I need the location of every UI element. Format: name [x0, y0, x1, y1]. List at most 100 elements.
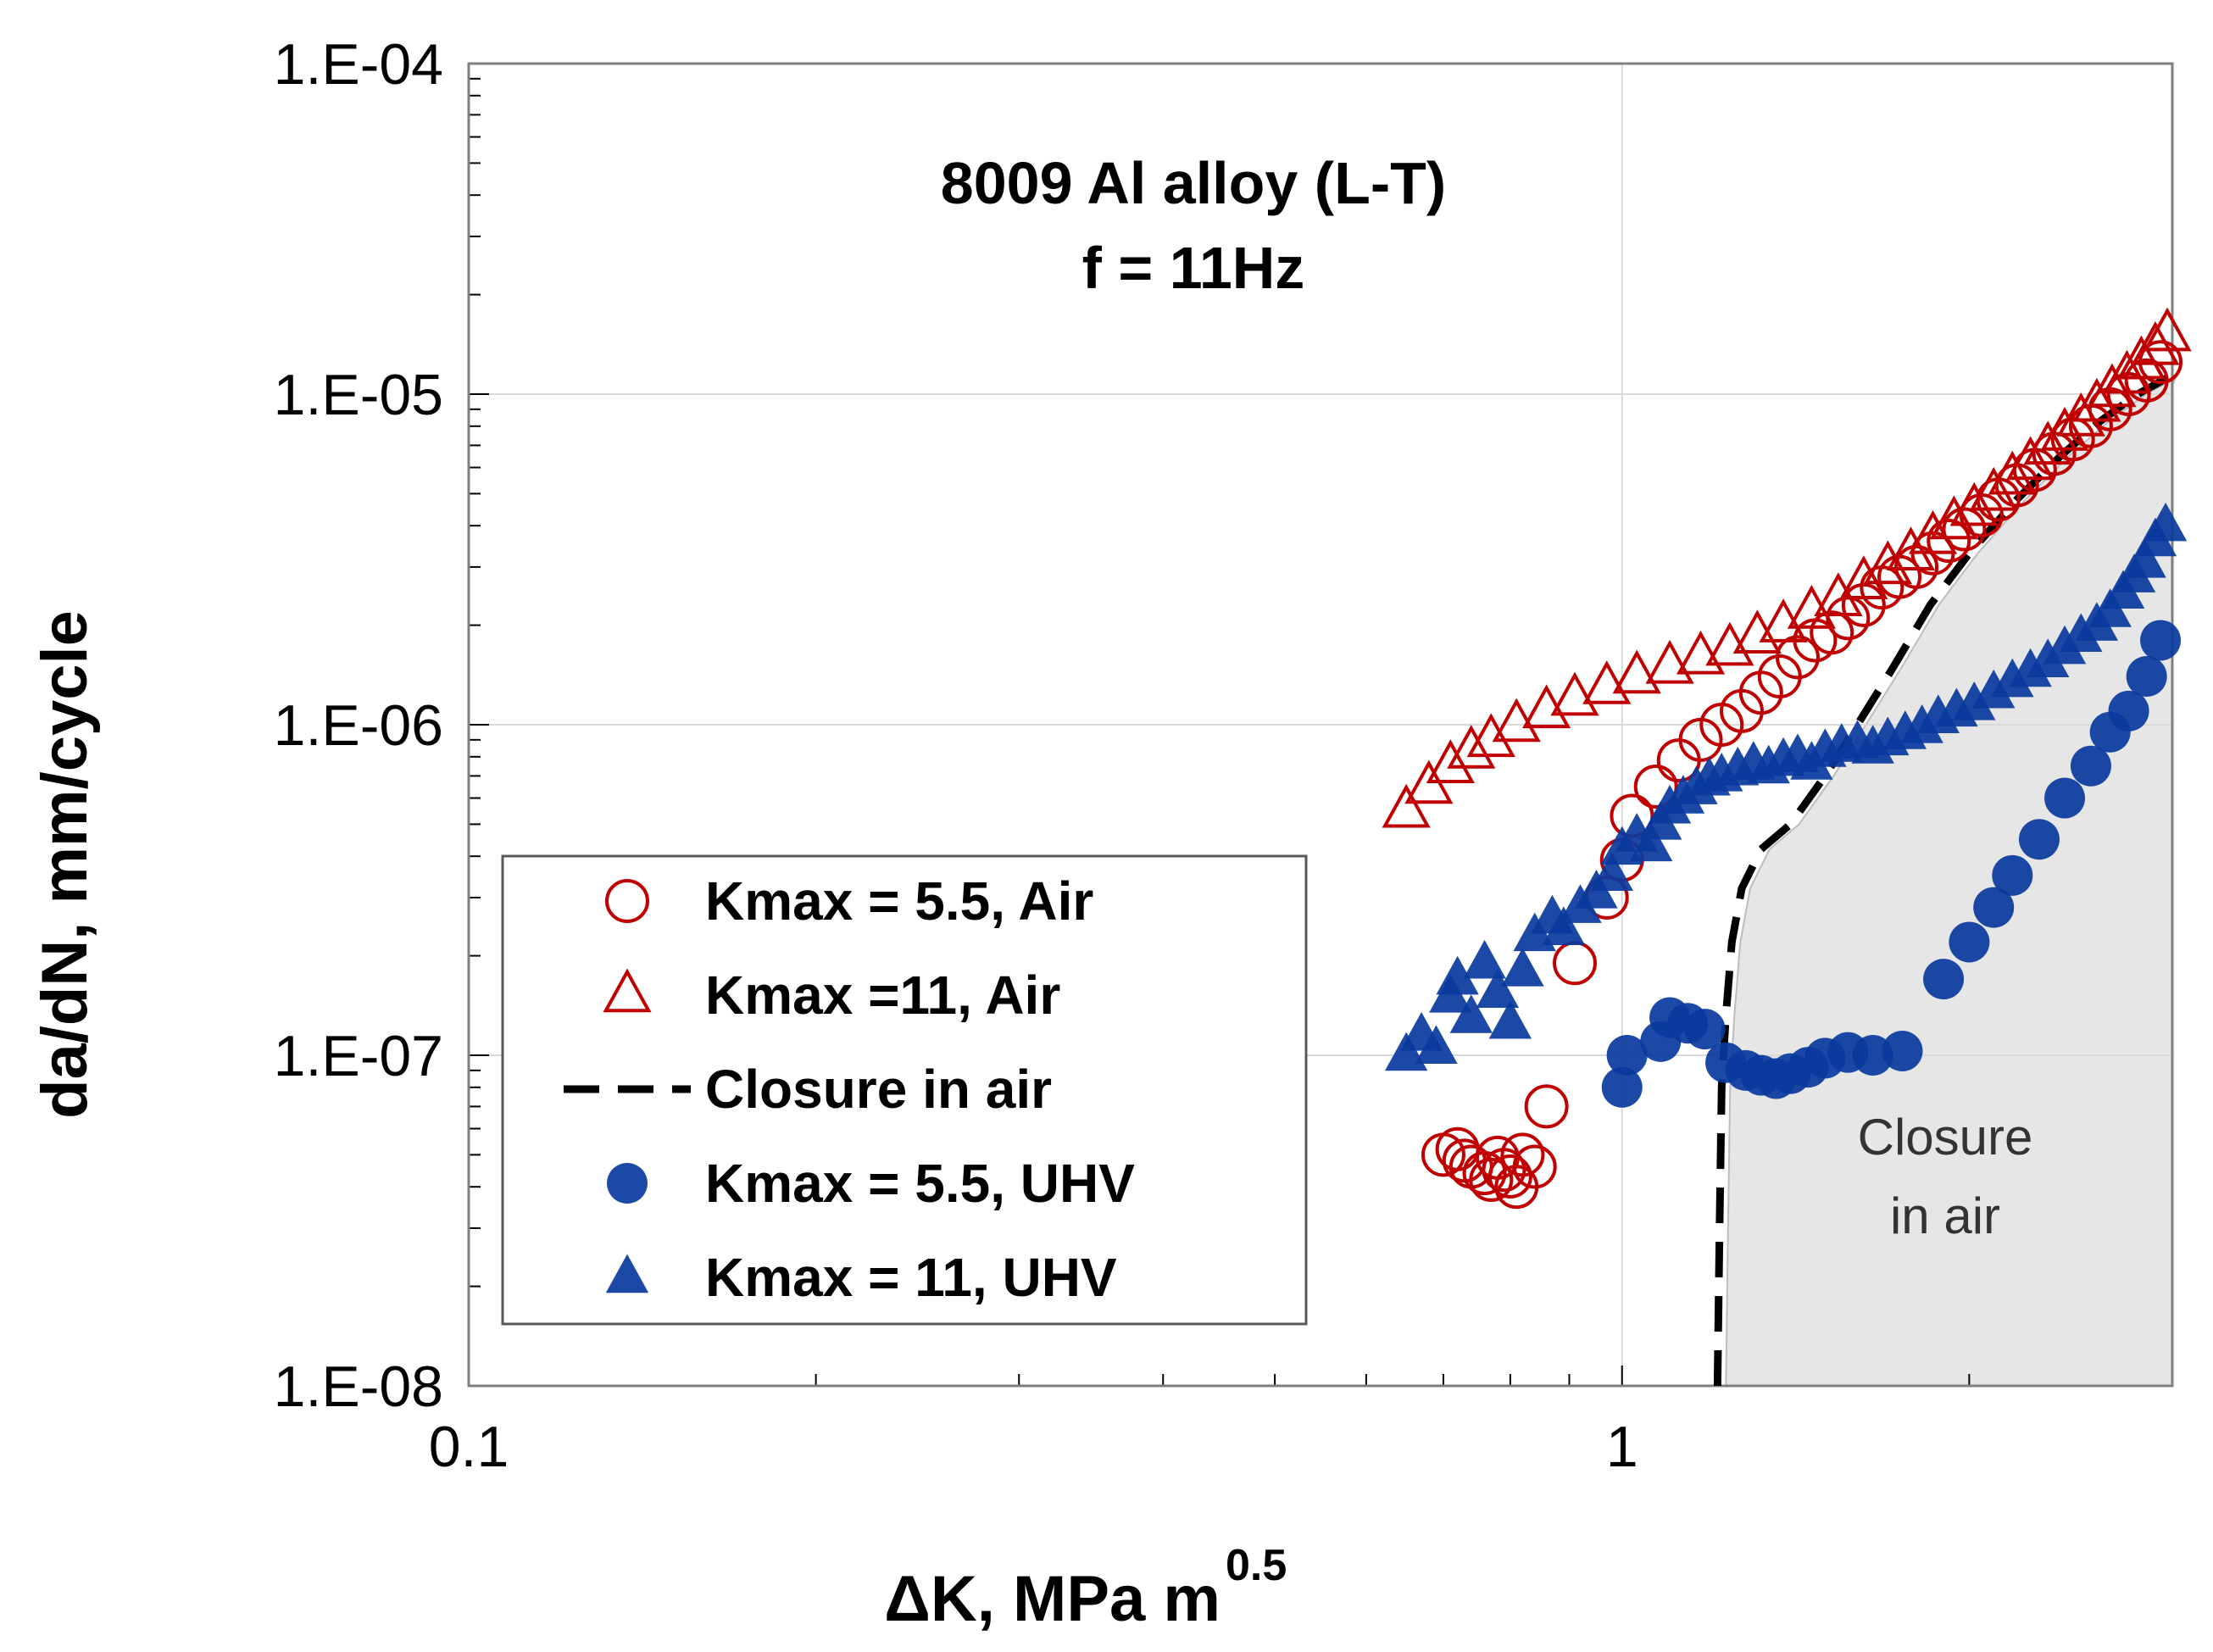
data-point: [1684, 1009, 1726, 1050]
data-point: [1550, 671, 1599, 716]
y-tick-label: 1.E-07: [274, 1024, 443, 1088]
series-0: [1421, 340, 2183, 1210]
data-point: [2123, 539, 2166, 578]
x-tick-label: 0.1: [429, 1415, 509, 1479]
data-point: [1629, 822, 1673, 862]
data-point: [2070, 745, 2111, 787]
data-point: [1582, 660, 1632, 704]
data-point: [1645, 639, 1694, 684]
y-tick-label: 1.E-04: [274, 32, 443, 97]
closure-region-label-line2: in air: [1890, 1188, 2000, 1244]
data-point: [1426, 739, 1475, 783]
data-point: [1476, 969, 1520, 1009]
legend-items: Kmax = 5.5, Air Kmax =11, Air Closure in a…: [564, 870, 1135, 1308]
data-point: [1449, 994, 1493, 1033]
closure-region-label-line1: Closure: [1858, 1109, 2033, 1165]
data-point: [1462, 1151, 1507, 1196]
data-point: [1469, 1157, 1514, 1202]
legend: Kmax = 5.5, Air Kmax =11, Air Closure in a…: [501, 854, 1308, 1326]
y-tick-label: 1.E-06: [274, 693, 443, 758]
y-tick-labels: 1.E-04 1.E-05 1.E-06 1.E-07 1.E-08: [274, 32, 443, 1419]
data-point: [2044, 777, 2086, 819]
data-point: [1487, 1154, 1532, 1199]
legend-item: Kmax = 5.5, Air: [605, 870, 1093, 932]
data-point: [1542, 906, 1586, 945]
data-point: [1959, 492, 2004, 537]
x-tick-labels: 0.1 1: [429, 1415, 1638, 1479]
data-point: [1606, 1035, 1648, 1076]
data-point: [1942, 507, 1987, 552]
legend-label: Kmax = 11, UHV: [705, 1247, 1117, 1308]
data-point: [1500, 1132, 1545, 1177]
legend-marker: [605, 879, 649, 923]
data-point: [1863, 540, 1912, 585]
legend-marker: [603, 968, 652, 1013]
y-tick-label: 1.E-05: [274, 363, 443, 427]
y-axis-label: da/dN, mm/cycle: [29, 610, 101, 1119]
data-point: [1633, 764, 1678, 809]
x-axis-label: ΔK, MPa m: [884, 1563, 1220, 1635]
series-3: [1384, 502, 2188, 1071]
data-point: [1927, 519, 1971, 564]
data-point: [1991, 658, 2034, 698]
data-point: [1524, 1084, 1569, 1129]
data-point: [1886, 526, 1936, 571]
legend-marker: [605, 1254, 649, 1293]
data-point: [1929, 495, 1978, 540]
legend-item: Closure in air: [564, 1059, 1052, 1120]
data-point: [2102, 349, 2152, 394]
legend-marker: [607, 1163, 648, 1204]
data-point: [1512, 1144, 1557, 1189]
data-point: [1463, 939, 1506, 979]
data-point: [2140, 620, 2182, 661]
legend-label: Closure in air: [705, 1059, 1052, 1120]
data-point: [1488, 999, 1532, 1039]
data-point: [1590, 852, 1634, 892]
legend-label: Kmax = 5.5, Air: [705, 870, 1093, 932]
data-point: [1900, 704, 1943, 743]
data-point: [1415, 1025, 1458, 1064]
data-point: [1447, 725, 1496, 769]
data-point: [1601, 1066, 1643, 1108]
data-point: [1676, 630, 1726, 675]
data-point: [1382, 783, 1431, 828]
data-point: [1810, 610, 1854, 655]
data-point: [2126, 656, 2167, 698]
data-point: [2018, 819, 2060, 860]
data-point: [1841, 582, 1886, 627]
data-point: [1894, 544, 1939, 589]
chart-title-line1: 8009 Al alloy (L-T): [941, 150, 1446, 216]
plot-frame: [467, 62, 2174, 1388]
data-point: [1775, 635, 1820, 680]
data-point: [2006, 436, 2055, 481]
data-point: [1466, 713, 1515, 758]
data-point: [2108, 690, 2149, 731]
x-tick-label: 1: [1606, 1415, 1638, 1479]
data-point: [1969, 466, 2018, 511]
data-point: [1910, 531, 1955, 576]
data-point: [1973, 887, 2015, 928]
data-point: [2138, 340, 2183, 385]
data-point: [1501, 948, 1544, 987]
data-point: [1436, 955, 1479, 995]
legend-item: Kmax =11, Air: [603, 965, 1060, 1026]
data-point: [1612, 649, 1661, 694]
legend-item: Kmax = 11, UHV: [605, 1247, 1117, 1308]
data-point: [1826, 596, 1871, 641]
data-point: [1923, 959, 1965, 1000]
y-tick-label: 1.E-08: [274, 1354, 443, 1419]
data-point: [1953, 681, 1996, 720]
x-axis-label-superscript: 0.5: [1226, 1541, 1287, 1590]
data-point: [2072, 377, 2121, 422]
series-2: [1601, 620, 2182, 1108]
data-point: [1882, 1030, 1923, 1071]
data-point: [1992, 854, 2033, 896]
legend-item: Kmax = 5.5, UHV: [607, 1153, 1135, 1214]
data-point: [2143, 502, 2188, 542]
data-point: [1994, 463, 2039, 508]
data-point: [2143, 307, 2192, 352]
legend-label: Kmax = 5.5, UHV: [705, 1153, 1135, 1214]
data-point: [1972, 669, 2016, 709]
data-point: [1949, 921, 1990, 963]
